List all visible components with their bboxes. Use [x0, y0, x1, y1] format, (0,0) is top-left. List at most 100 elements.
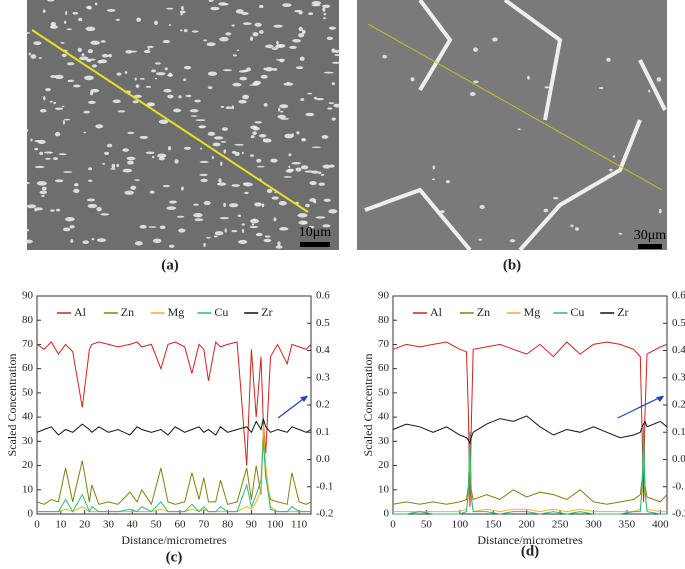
annotation-arrow: [617, 395, 664, 419]
particle: [331, 48, 336, 53]
particle: [282, 3, 292, 8]
series-line: [393, 426, 667, 515]
x-tick-label: 200: [518, 519, 535, 531]
particle: [109, 168, 116, 170]
particle: [265, 44, 274, 49]
particle: [50, 75, 58, 78]
particle: [309, 198, 317, 202]
particle: [143, 49, 151, 54]
particle: [176, 215, 185, 218]
particle: [279, 227, 289, 231]
particle: [236, 49, 240, 52]
particle: [220, 105, 225, 108]
particle: [90, 40, 100, 45]
particle: [207, 131, 216, 136]
particle: [275, 245, 283, 249]
particle: [200, 178, 208, 183]
particle: [100, 213, 109, 216]
particle: [127, 160, 134, 165]
particle: [238, 99, 247, 104]
particle: [88, 100, 96, 104]
particle: [81, 53, 85, 57]
particle: [295, 66, 304, 70]
particle: [219, 216, 229, 220]
particle: [296, 131, 300, 135]
y-tick-label: 30: [378, 435, 390, 447]
particle: [656, 77, 662, 82]
particle: [254, 202, 262, 207]
particle: [24, 182, 30, 185]
panel-label: (c): [166, 549, 183, 565]
particle: [65, 216, 75, 222]
particle: [82, 240, 89, 245]
particle: [234, 143, 244, 146]
y2-tick-label: 0.0: [316, 453, 330, 465]
particle: [225, 32, 232, 36]
particle: [278, 201, 287, 206]
particle: [228, 203, 239, 208]
scale-label: 30μm: [634, 228, 667, 243]
particle: [431, 178, 435, 181]
particle: [117, 110, 126, 113]
legend-label: Cu: [214, 305, 228, 319]
x-tick-label: 90: [246, 519, 258, 531]
series-line: [37, 441, 311, 513]
particle: [258, 133, 267, 138]
particle: [25, 128, 29, 132]
particle: [63, 20, 67, 24]
particle: [168, 23, 172, 27]
particle: [122, 168, 133, 173]
particle: [598, 86, 604, 90]
particle: [492, 37, 498, 42]
particle: [250, 218, 259, 224]
particle: [473, 80, 479, 84]
particle: [278, 107, 281, 112]
particle: [152, 238, 162, 244]
x-tick-label: 0: [390, 519, 396, 531]
y2-tick-label: 0.5: [672, 317, 685, 329]
particle: [305, 112, 315, 117]
particle: [300, 165, 309, 170]
particle: [606, 174, 610, 179]
particle: [194, 218, 204, 222]
particle: [316, 98, 324, 101]
particle: [198, 125, 207, 129]
grain-boundary: [418, 0, 453, 92]
particle: [334, 53, 342, 57]
particle: [311, 1, 322, 5]
particle: [250, 125, 258, 130]
y-tick-label: 40: [22, 411, 34, 423]
particle: [250, 135, 255, 139]
particle: [102, 162, 106, 165]
particle: [126, 156, 136, 161]
grain-boundary: [364, 187, 472, 252]
particle: [34, 165, 45, 169]
series-line: [36, 340, 312, 466]
y-tick-label: 40: [378, 411, 390, 423]
particle: [60, 41, 65, 44]
particle: [469, 91, 476, 96]
particle: [180, 6, 184, 11]
particle: [52, 157, 59, 161]
particle: [73, 84, 81, 88]
particle: [297, 213, 308, 218]
particle: [318, 171, 322, 175]
particle: [180, 12, 183, 16]
particle: [203, 242, 206, 247]
series-line: [36, 429, 312, 506]
particle: [322, 7, 326, 12]
y2-tick-label: 0.6: [672, 290, 685, 302]
particle: [231, 105, 235, 110]
particle: [139, 78, 145, 80]
y2-tick-label: 0.6: [316, 290, 330, 302]
particle: [86, 198, 96, 202]
particle: [307, 92, 313, 95]
particle: [84, 75, 94, 81]
particle: [39, 190, 48, 195]
y-tick-label: 30: [22, 435, 34, 447]
particle: [323, 12, 327, 16]
particle: [49, 100, 53, 103]
particle: [167, 94, 174, 99]
particle: [92, 64, 97, 68]
particle: [179, 10, 186, 14]
